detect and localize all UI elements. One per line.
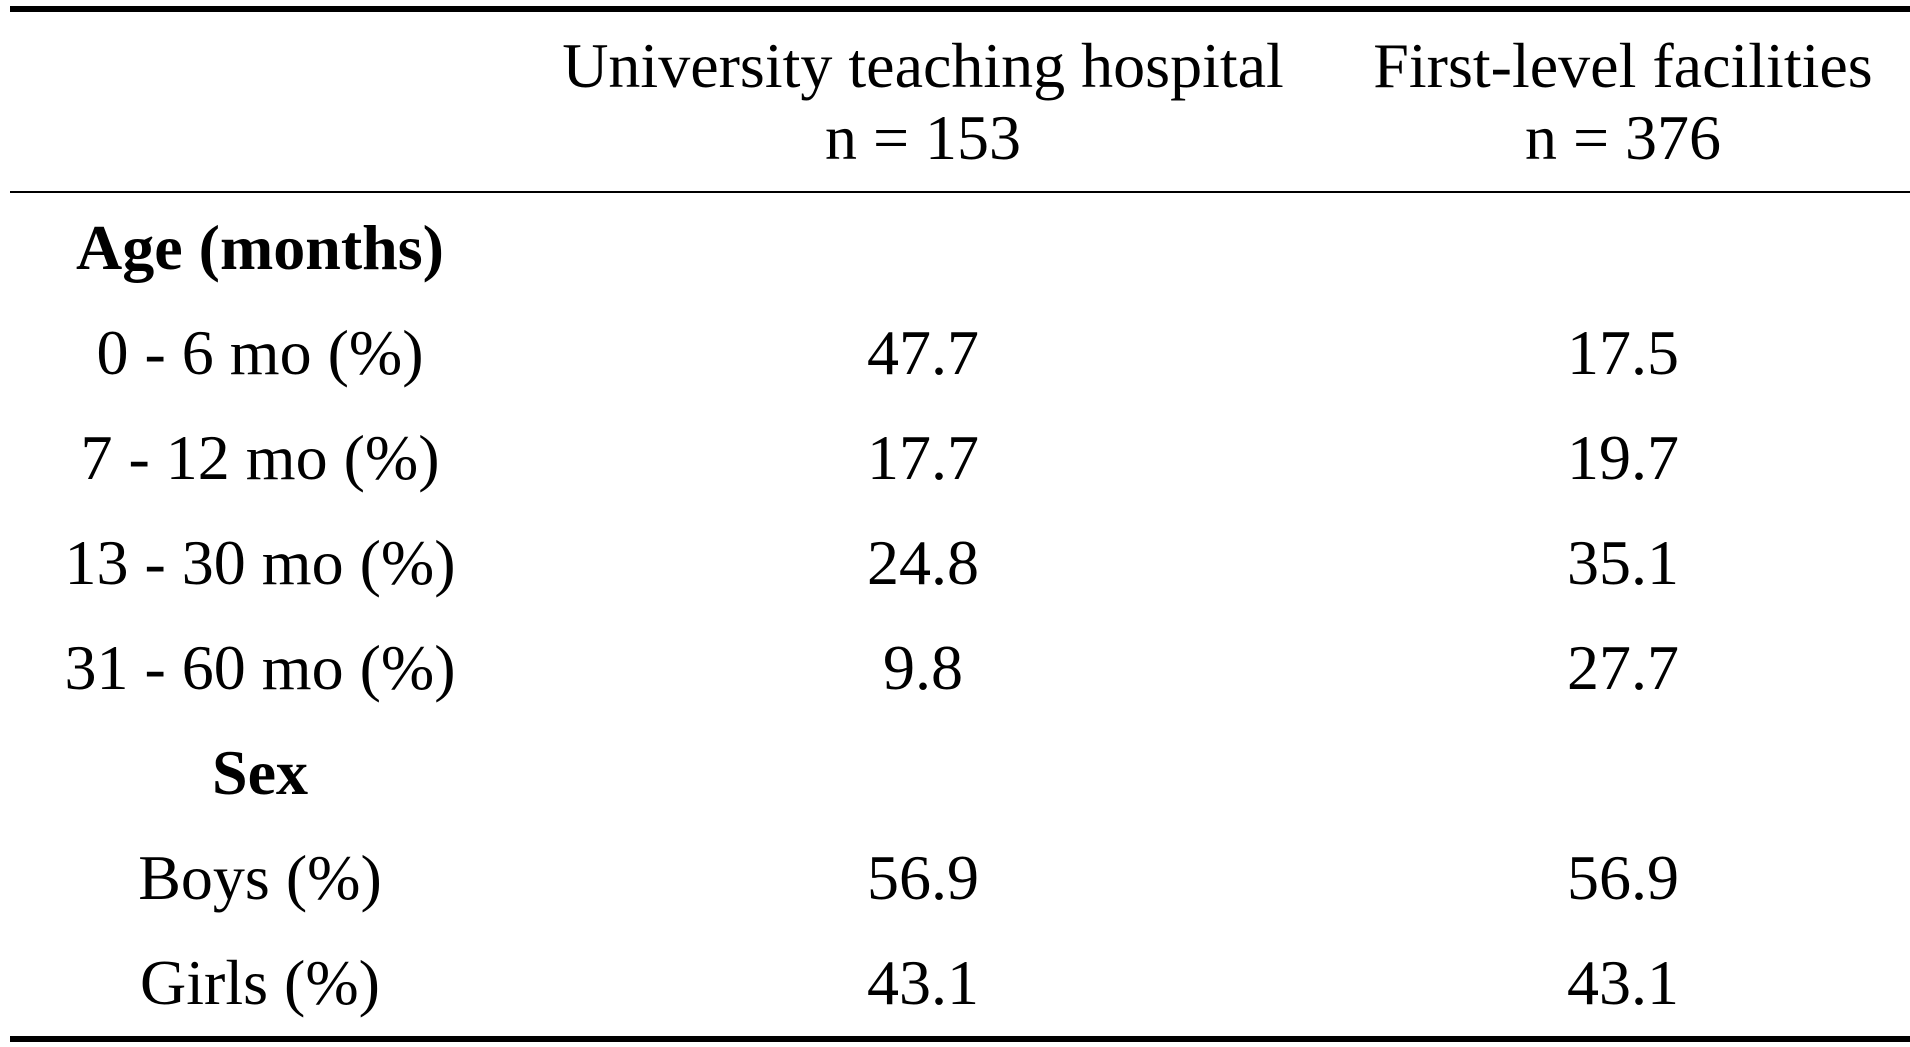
header-rule (10, 191, 1910, 193)
table-row: 13 - 30 mo (%) 24.8 35.1 (0, 510, 1910, 615)
cell-first-level: 56.9 (1567, 842, 1679, 913)
table-row-section-age: Age (months) (0, 195, 1910, 300)
table-row: Boys (%) 56.9 56.9 (0, 825, 1910, 930)
cell-university-hospital (520, 720, 1326, 825)
cell-university-hospital: 9.8 (883, 632, 963, 703)
row-label: 7 - 12 mo (%) (80, 422, 440, 493)
table-row: Girls (%) 43.1 43.1 (0, 930, 1910, 1035)
cell-university-hospital: 17.7 (867, 422, 979, 493)
column-header-count: n = 376 (1524, 102, 1722, 173)
row-label: Age (months) (76, 212, 444, 283)
column-header-name: First-level facilities (1373, 30, 1873, 101)
bottom-rule (10, 1036, 1910, 1042)
cell-first-level: 35.1 (1567, 527, 1679, 598)
cell-first-level: 27.7 (1567, 632, 1679, 703)
row-label: Girls (%) (140, 947, 380, 1018)
row-label: 13 - 30 mo (%) (64, 527, 456, 598)
row-label: 0 - 6 mo (%) (96, 317, 424, 388)
row-label: 31 - 60 mo (%) (64, 632, 456, 703)
cell-first-level (1336, 720, 1910, 825)
table-row-section-sex: Sex (0, 720, 1910, 825)
cell-first-level: 43.1 (1567, 947, 1679, 1018)
cell-first-level: 17.5 (1567, 317, 1679, 388)
table-row: 31 - 60 mo (%) 9.8 27.7 (0, 615, 1910, 720)
column-header-count: n = 153 (824, 102, 1022, 173)
cell-first-level: 19.7 (1567, 422, 1679, 493)
top-rule (10, 6, 1910, 12)
column-header-first-level-facilities: First-level facilities n = 376 (1336, 30, 1910, 174)
table-row: 7 - 12 mo (%) 17.7 19.7 (0, 405, 1910, 510)
row-label: Sex (212, 737, 308, 808)
cell-university-hospital: 47.7 (867, 317, 979, 388)
row-label: Boys (%) (138, 842, 382, 913)
cell-university-hospital: 43.1 (867, 947, 979, 1018)
cell-first-level (1336, 195, 1910, 300)
column-header-university-hospital: University teaching hospital n = 153 (520, 30, 1326, 174)
cell-university-hospital: 56.9 (867, 842, 979, 913)
cell-university-hospital (520, 195, 1326, 300)
column-header-name: University teaching hospital (562, 30, 1284, 101)
table-row: 0 - 6 mo (%) 47.7 17.5 (0, 300, 1910, 405)
cell-university-hospital: 24.8 (867, 527, 979, 598)
